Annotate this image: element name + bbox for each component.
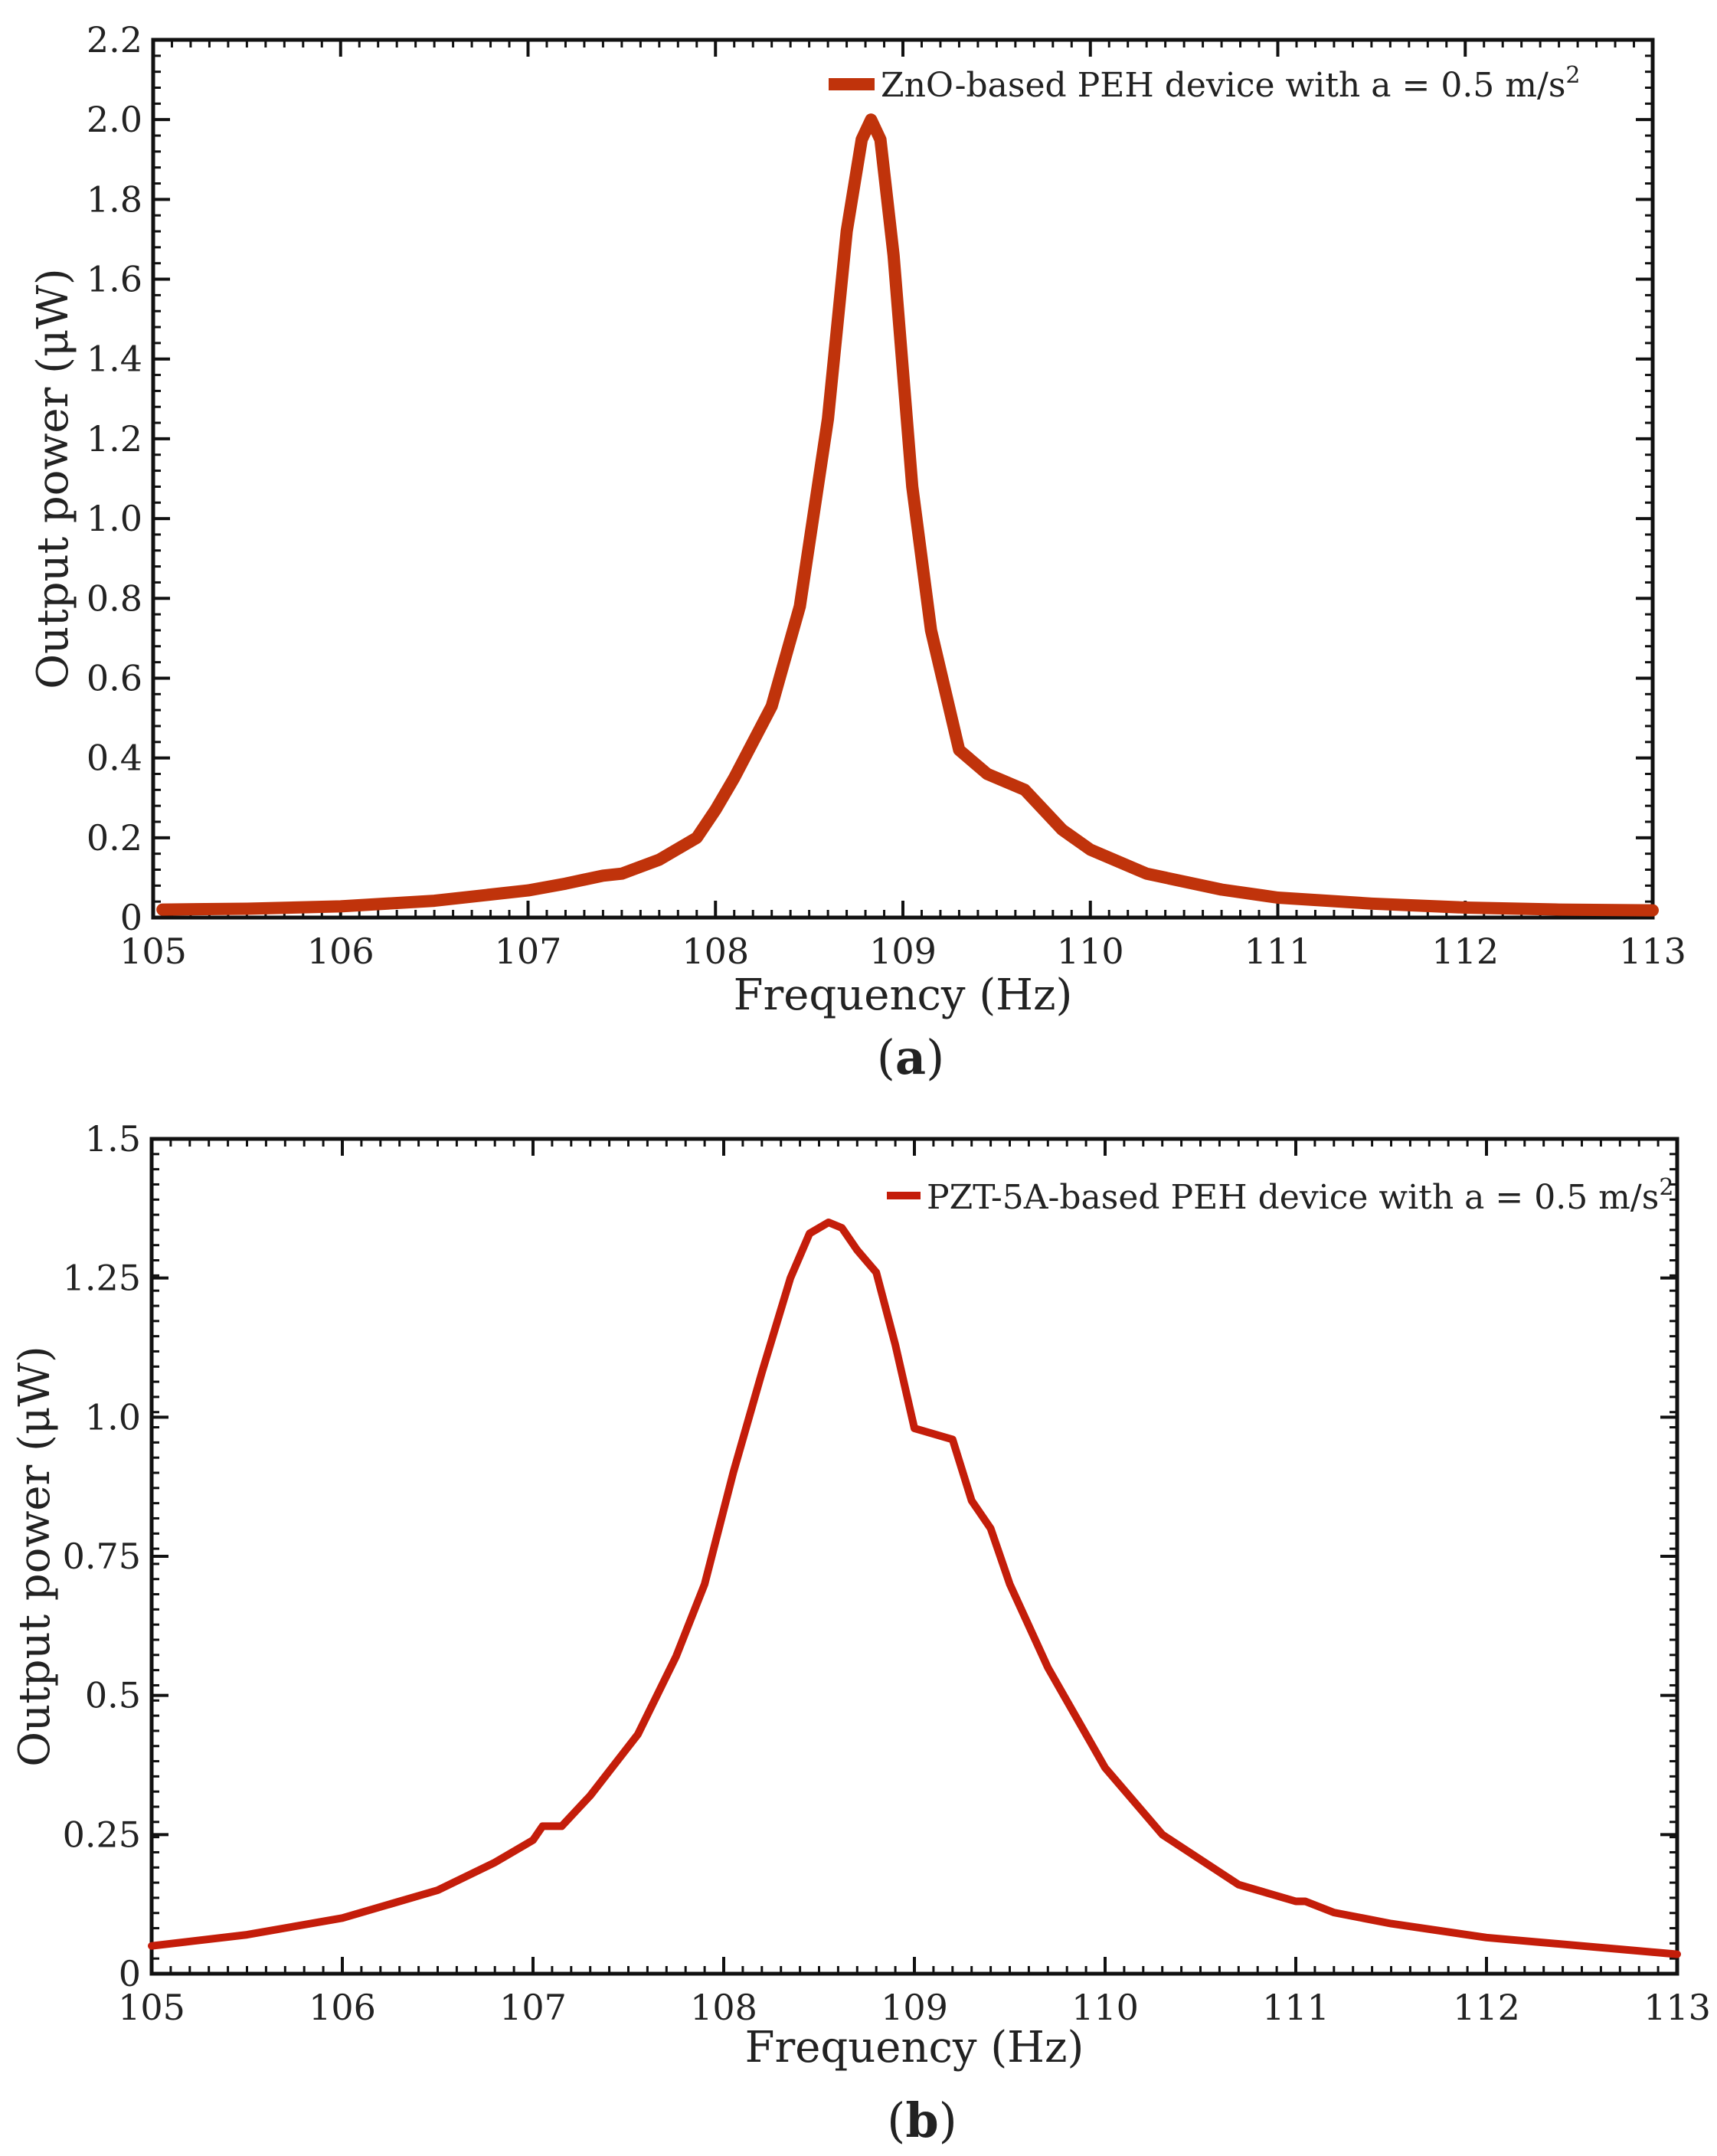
plot-frame xyxy=(149,1137,1679,1976)
series-line xyxy=(156,113,1659,917)
y-tick-label: 1.5 xyxy=(85,1118,141,1160)
x-tick-label: 110 xyxy=(1057,931,1124,972)
x-tick-label: 107 xyxy=(499,1987,567,2028)
y-axis-label: Output power (μW) xyxy=(10,1346,60,1767)
y-tick-label: 1.0 xyxy=(87,498,142,539)
x-tick-label: 110 xyxy=(1071,1987,1139,2028)
x-tick-label: 113 xyxy=(1619,931,1686,972)
panel-caption: (a) xyxy=(877,1029,945,1085)
panel-caption: (b) xyxy=(887,2092,957,2148)
y-tick-label: 0.6 xyxy=(87,657,142,698)
x-axis-label: Frequency (Hz) xyxy=(734,970,1073,1020)
y-tick-label: 1.4 xyxy=(87,339,142,380)
legend-label: ZnO-based PEH device with a = 0.5 m/s2 xyxy=(881,62,1581,105)
x-axis-label: Frequency (Hz) xyxy=(745,2023,1084,2073)
y-tick-label: 0 xyxy=(119,1953,141,1994)
x-tick-label: 111 xyxy=(1244,931,1312,972)
chart-panel-b: 105 106 107 108 109 110 111 112 113 0 0.25 0.5 0.75 1… xyxy=(10,1118,1711,2148)
x-tick-label: 108 xyxy=(682,931,749,972)
y-tick-label: 0.75 xyxy=(63,1536,141,1577)
y-tick-label: 1.6 xyxy=(87,259,142,300)
series-line xyxy=(148,1219,1681,1958)
y-tick-label: 0.5 xyxy=(85,1675,141,1716)
x-tick-label: 105 xyxy=(119,931,187,972)
x-tick-label: 106 xyxy=(307,931,374,972)
y-tick-label: 1.25 xyxy=(63,1258,141,1299)
x-tick-label: 112 xyxy=(1453,1987,1520,2028)
y-tick-label: 0.8 xyxy=(87,577,142,619)
legend-label: PZT-5A-based PEH device with a = 0.5 m/s… xyxy=(927,1174,1673,1217)
x-tick-label: 109 xyxy=(881,1987,948,2028)
x-tick-label: 113 xyxy=(1643,1987,1711,2028)
x-tick-label: 108 xyxy=(690,1987,757,2028)
y-tick-label: 2.2 xyxy=(87,19,142,61)
y-tick-label: 2.0 xyxy=(87,99,142,140)
plot-frame xyxy=(151,38,1655,920)
y-tick-label: 1.8 xyxy=(87,178,142,220)
x-tick-label: 105 xyxy=(118,1987,185,2028)
y-tick-label: 0.4 xyxy=(87,738,142,779)
chart-panel-a: 105 106 107 108 109 110 111 112 113 0 0.2 0.4 0.6 0.8… xyxy=(28,19,1686,1085)
y-tick-label: 0.25 xyxy=(63,1814,141,1855)
y-tick-label: 1.0 xyxy=(85,1396,141,1438)
x-tick-label: 112 xyxy=(1431,931,1499,972)
y-tick-label: 1.2 xyxy=(87,418,142,460)
y-tick-label: 0 xyxy=(120,897,142,938)
x-tick-label: 107 xyxy=(495,931,562,972)
x-tick-label: 111 xyxy=(1262,1987,1329,2028)
x-tick-label: 109 xyxy=(869,931,937,972)
y-axis-label: Output power (μW) xyxy=(28,268,78,689)
y-tick-label: 0.2 xyxy=(87,817,142,859)
x-tick-label: 106 xyxy=(309,1987,376,2028)
